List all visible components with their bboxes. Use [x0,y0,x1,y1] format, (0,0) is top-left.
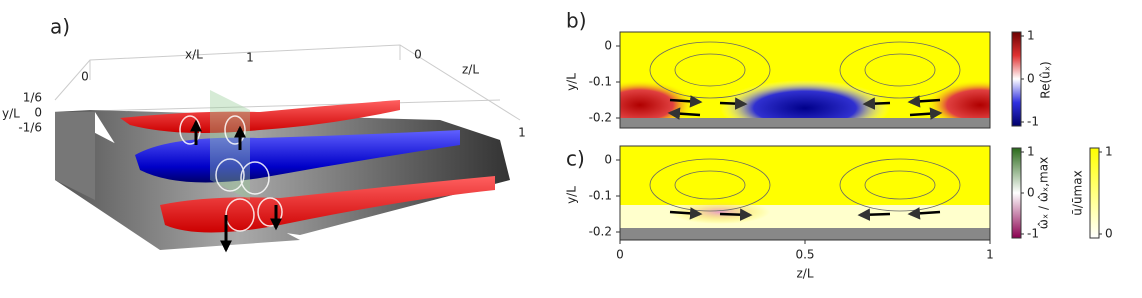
colorbar-tick-label: -1 [1027,115,1039,129]
panel-b-field [620,32,990,128]
y-tick-label: 0 [604,39,612,53]
x-tick-label: 0 [81,70,89,84]
axis-label: x/L [185,48,203,62]
x-tick-label: 0 [616,248,624,262]
panel-a-drawing [54,44,521,253]
axis-label: y/L [2,107,20,121]
y-tick-label: -0.2 [589,225,612,239]
panel-label: c) [566,147,585,171]
colorbar-tick-label: 1 [1027,29,1035,43]
z-tick-label: 0 [414,48,422,62]
colorbar-label: ū/ūmax [1071,170,1085,215]
z-tick-label: 1 [518,126,526,140]
colorbar-tick-label: 0 [1105,227,1113,241]
axis-label: z/L [796,267,813,281]
axis-label: y/L [565,186,579,204]
colorbar-tick-label: 0 [1027,72,1035,86]
colorbar-tick-label: 1 [1027,145,1035,159]
y-tick-label: -0.1 [589,189,612,203]
colorbar-label: ω̂ₓ / ω̂ₓ,max [1037,157,1051,229]
colorbar-c [1011,147,1022,239]
x-tick-label: 1 [246,51,254,65]
y-tick-label: 0 [604,153,612,167]
y-tick-label: -0.2 [589,111,612,125]
axis-label: z/L [462,63,479,77]
panel-label: b) [566,9,587,33]
panel-label: a) [50,15,70,39]
colorbar-tick-label: 1 [1105,145,1113,159]
colorbar-b [1011,31,1022,127]
y-tick-label: 1/6 [23,91,42,105]
colorbar-tick-label: -1 [1027,227,1039,241]
x-tick-label: 1 [986,248,994,262]
axis-label: y/L [565,73,579,91]
panel-c-field [620,146,990,240]
colorbar-label: Re(ûₓ) [1039,61,1053,98]
y-tick-label: -1/6 [18,121,42,135]
y-tick-label: -0.1 [589,75,612,89]
colorbar-c2 [1089,147,1100,239]
y-tick-label: 0 [34,106,42,120]
x-tick-label: 0.5 [795,248,814,262]
colorbar-tick-label: 0 [1027,186,1035,200]
